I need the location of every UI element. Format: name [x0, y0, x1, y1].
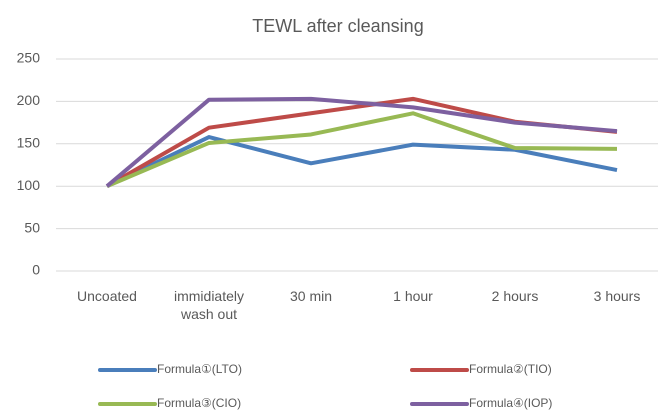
- legend-label: Formula④(IOP): [469, 396, 552, 410]
- y-tick-label: 250: [17, 50, 41, 66]
- y-tick-label: 150: [17, 135, 41, 151]
- series-line: [106, 135, 618, 189]
- series-line: [105, 96, 618, 188]
- y-tick-label: 0: [32, 262, 40, 278]
- series-line: [106, 96, 618, 188]
- x-tick-label: 30 min: [289, 288, 333, 304]
- legend-label: Formula②(TIO): [469, 362, 552, 376]
- chart-title: TEWL after cleansing: [252, 16, 423, 36]
- legend-label: Formula③(CIO): [157, 396, 241, 410]
- x-tick-label: Uncoated: [77, 288, 137, 304]
- x-tick-label: 3 hours: [593, 288, 641, 304]
- y-tick-label: 50: [24, 219, 40, 235]
- x-tick-label: 1 hour: [393, 288, 433, 304]
- x-tick-label: 2 hours: [491, 288, 539, 304]
- legend-label: Formula①(LTO): [157, 362, 242, 376]
- y-tick-label: 200: [17, 92, 41, 108]
- series-line: [106, 111, 618, 189]
- x-tick-label: immidiately wash out: [173, 288, 244, 322]
- y-tick-label: 100: [17, 177, 41, 193]
